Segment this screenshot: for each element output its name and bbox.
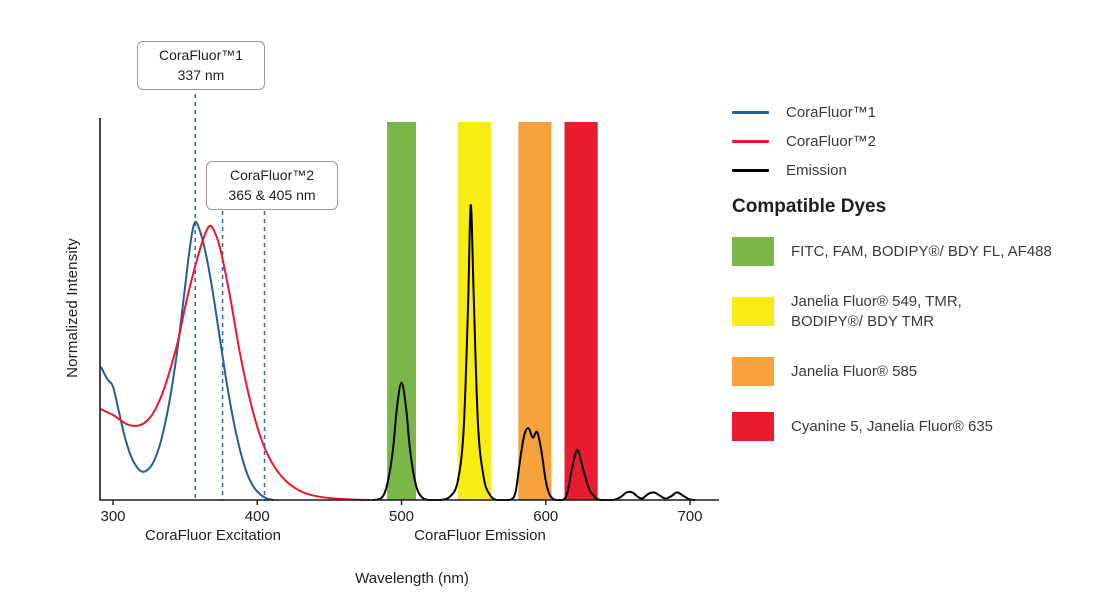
dye-row-fitc: FITC, FAM, BODIPY®/ BDY FL, AF488	[732, 237, 1104, 266]
legend-label: CoraFluor™2	[786, 133, 877, 150]
legend-item-corafluor1: CoraFluor™1	[732, 104, 1104, 121]
dye-color-swatch-red	[732, 412, 774, 441]
annotation-corafluor2-title: CoraFluor™2	[229, 167, 315, 183]
dye-row-janelia585: Janelia Fluor® 585	[732, 357, 1104, 386]
annotation-corafluor1: CoraFluor™1 337 nm	[137, 41, 265, 91]
annotation-corafluor1-title: CoraFluor™1	[158, 47, 244, 63]
excitation-marker-lines	[194, 86, 266, 500]
legend-panel: CoraFluor™1 CoraFluor™2 Emission Compati…	[732, 104, 1104, 467]
x-section-label-emission: CoraFluor Emission	[414, 527, 546, 544]
series-curve	[100, 224, 371, 501]
x-section-label-excitation: CoraFluor Excitation	[145, 527, 281, 544]
dye-label: Janelia Fluor® 585	[791, 362, 918, 380]
legend-line-swatch-black	[732, 169, 769, 172]
dye-color-swatch-green	[732, 237, 774, 266]
axis-line	[99, 118, 719, 501]
dye-color-swatch-yellow	[732, 297, 774, 326]
legend-line-swatch-blue	[732, 111, 769, 114]
emission-filter-band	[387, 122, 416, 500]
dye-label: Janelia Fluor® 549, TMR, BODIPY®/ BDY TM…	[791, 293, 962, 330]
y-axis-label: Normalized Intensity	[64, 238, 81, 378]
chart-axes: 300 400 500 600 700	[99, 118, 719, 525]
filter-bands	[387, 122, 598, 500]
dye-label: Cyanine 5, Janelia Fluor® 635	[791, 417, 994, 435]
legend-label: Emission	[786, 162, 847, 179]
dye-row-cyanine5: Cyanine 5, Janelia Fluor® 635	[732, 412, 1104, 441]
legend-item-corafluor2: CoraFluor™2	[732, 133, 1104, 150]
x-tick-label: 700	[677, 508, 702, 525]
legend-label: CoraFluor™1	[786, 104, 877, 121]
x-tick-label: 500	[389, 508, 414, 525]
x-tick-label: 400	[245, 508, 270, 525]
dye-row-janelia549: Janelia Fluor® 549, TMR, BODIPY®/ BDY TM…	[732, 292, 1104, 331]
x-axis-label: Wavelength (nm)	[355, 570, 469, 587]
emission-filter-band	[564, 122, 598, 500]
annotation-corafluor2: CoraFluor™2 365 & 405 nm	[206, 161, 338, 211]
x-tick-label: 600	[533, 508, 558, 525]
dye-label: FITC, FAM, BODIPY®/ BDY FL, AF488	[791, 242, 1052, 260]
annotation-corafluor1-value: 337 nm	[177, 66, 225, 83]
annotation-corafluor2-value: 365 & 405 nm	[228, 186, 316, 203]
dye-color-swatch-orange	[732, 357, 774, 386]
x-tick-label: 300	[100, 508, 125, 525]
legend-item-emission: Emission	[732, 162, 1104, 179]
compatible-dyes-heading: Compatible Dyes	[732, 196, 887, 217]
series-curve	[100, 220, 275, 501]
legend-line-swatch-red	[732, 140, 769, 143]
